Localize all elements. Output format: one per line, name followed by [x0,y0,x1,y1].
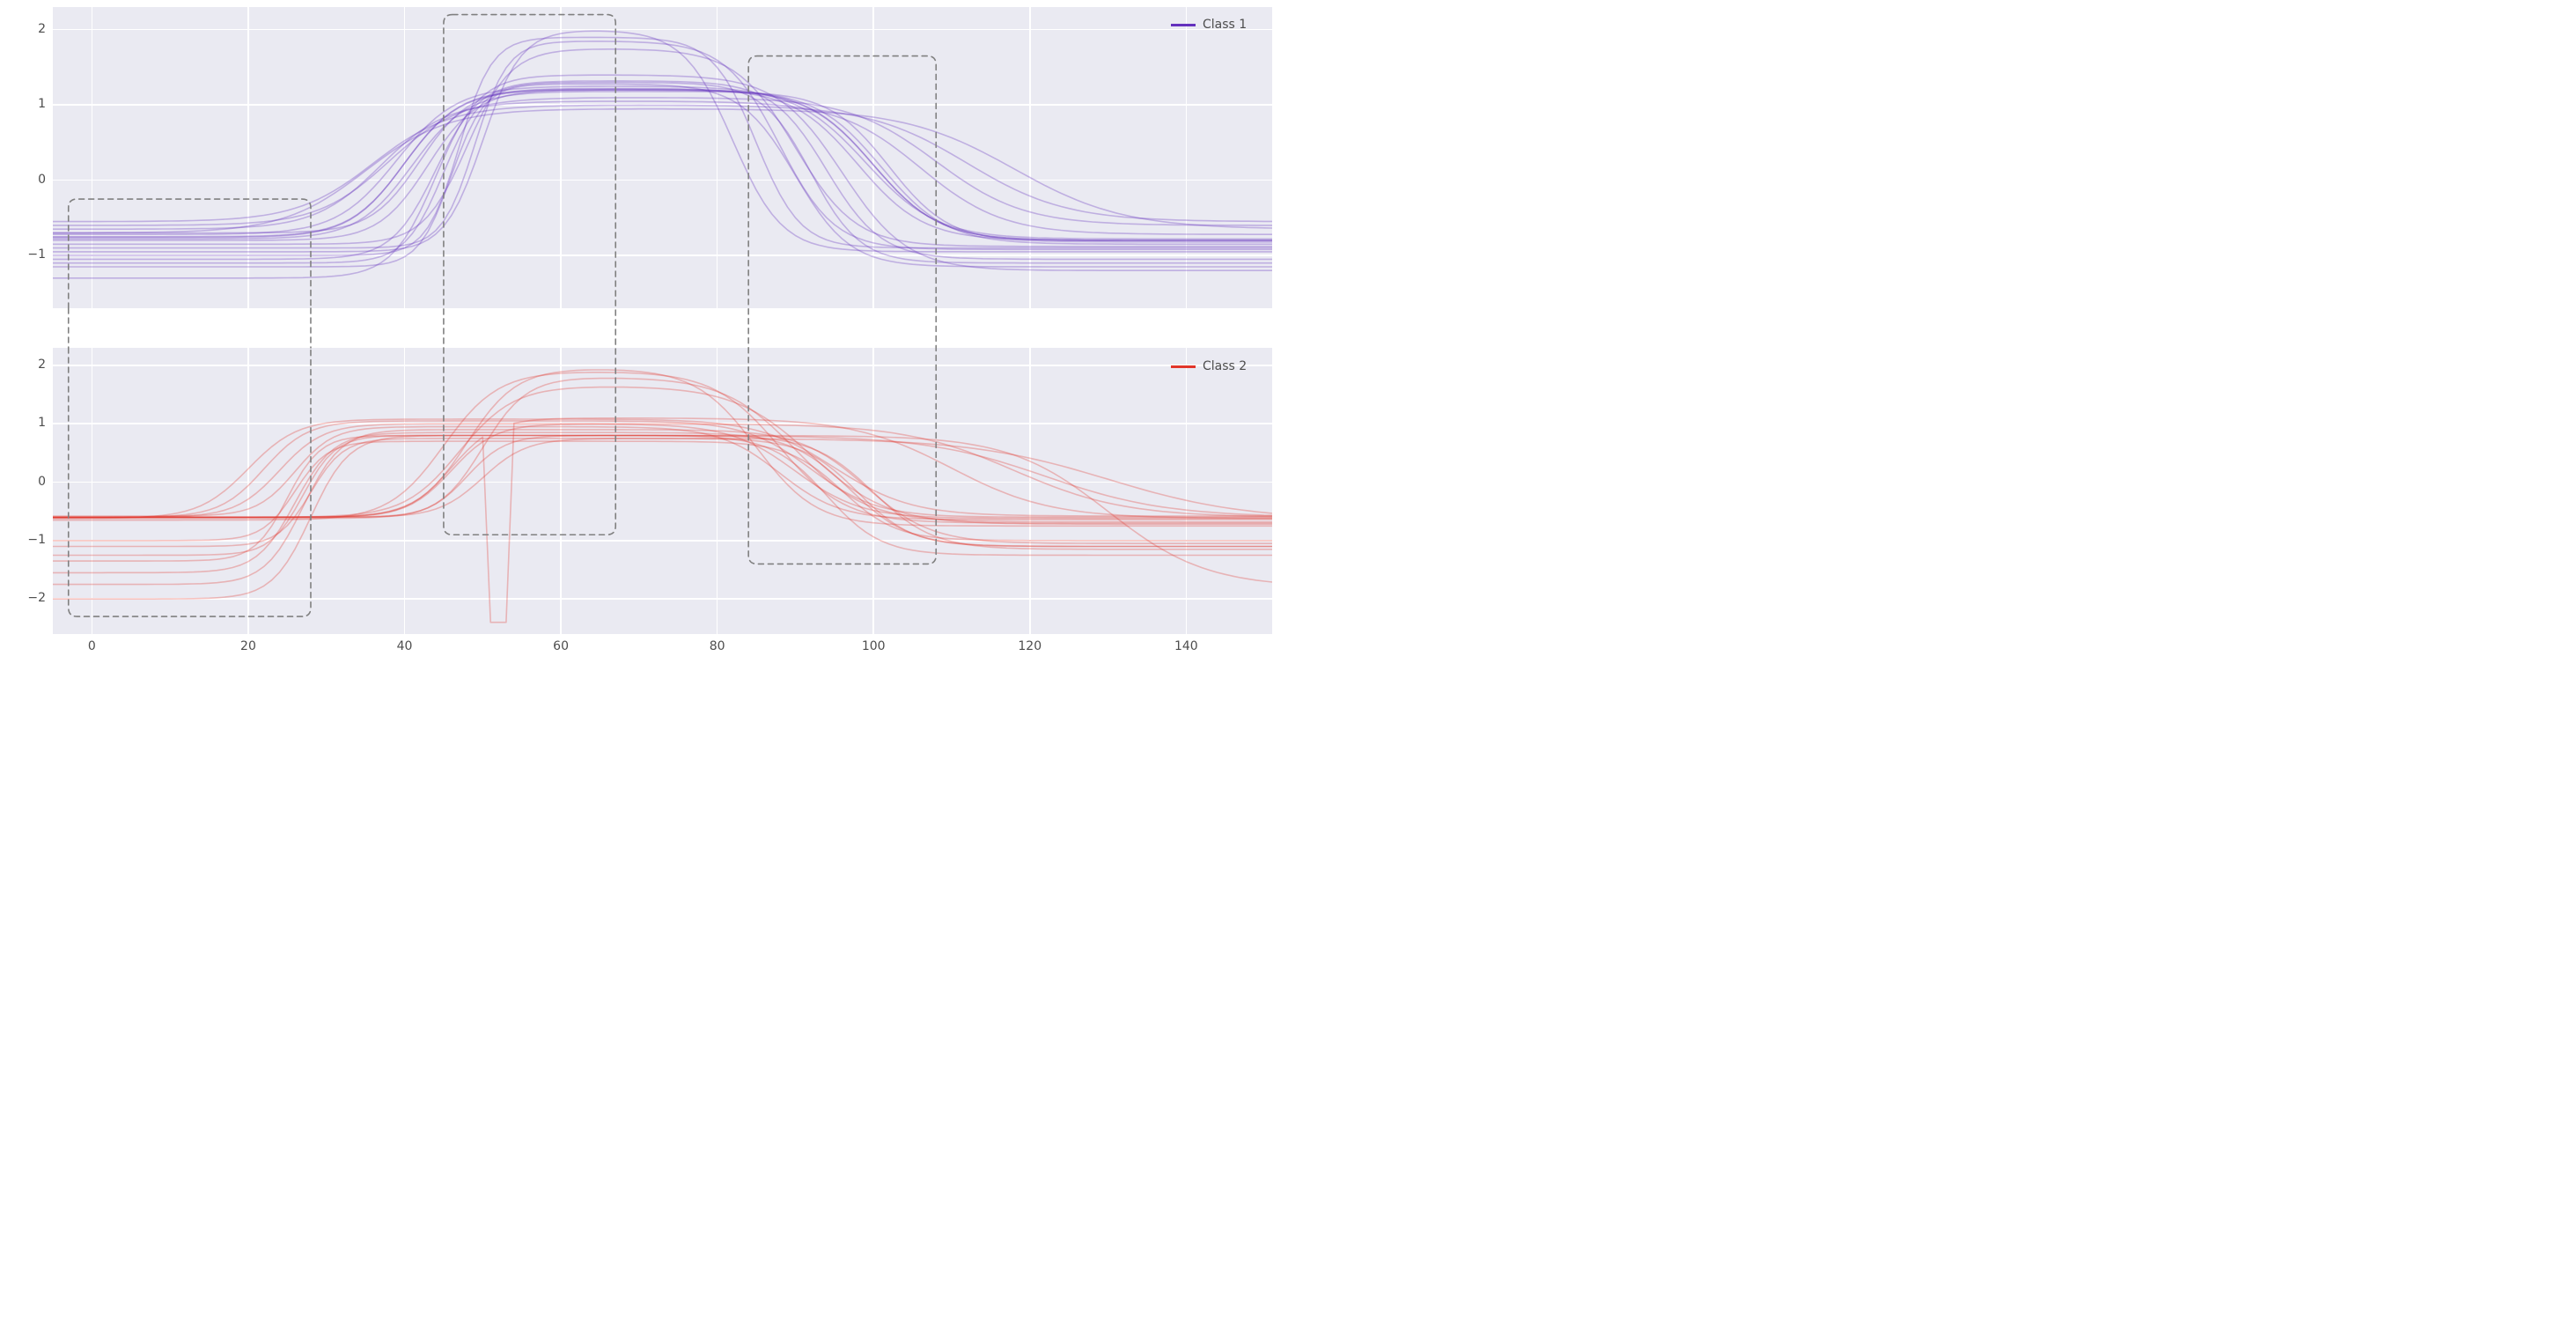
figure: −1012−2−1012020406080100120140 Class 1 C… [0,0,1288,668]
legend-swatch-class1 [1171,24,1196,26]
bottom-panel-bg [53,348,1272,634]
legend-label-class1: Class 1 [1203,18,1247,32]
top-panel-bg [53,7,1272,308]
legend-class2: Class 2 [1171,359,1247,373]
legend-swatch-class2 [1171,365,1196,368]
legend-class1: Class 1 [1171,18,1247,32]
legend-label-class2: Class 2 [1203,359,1247,373]
